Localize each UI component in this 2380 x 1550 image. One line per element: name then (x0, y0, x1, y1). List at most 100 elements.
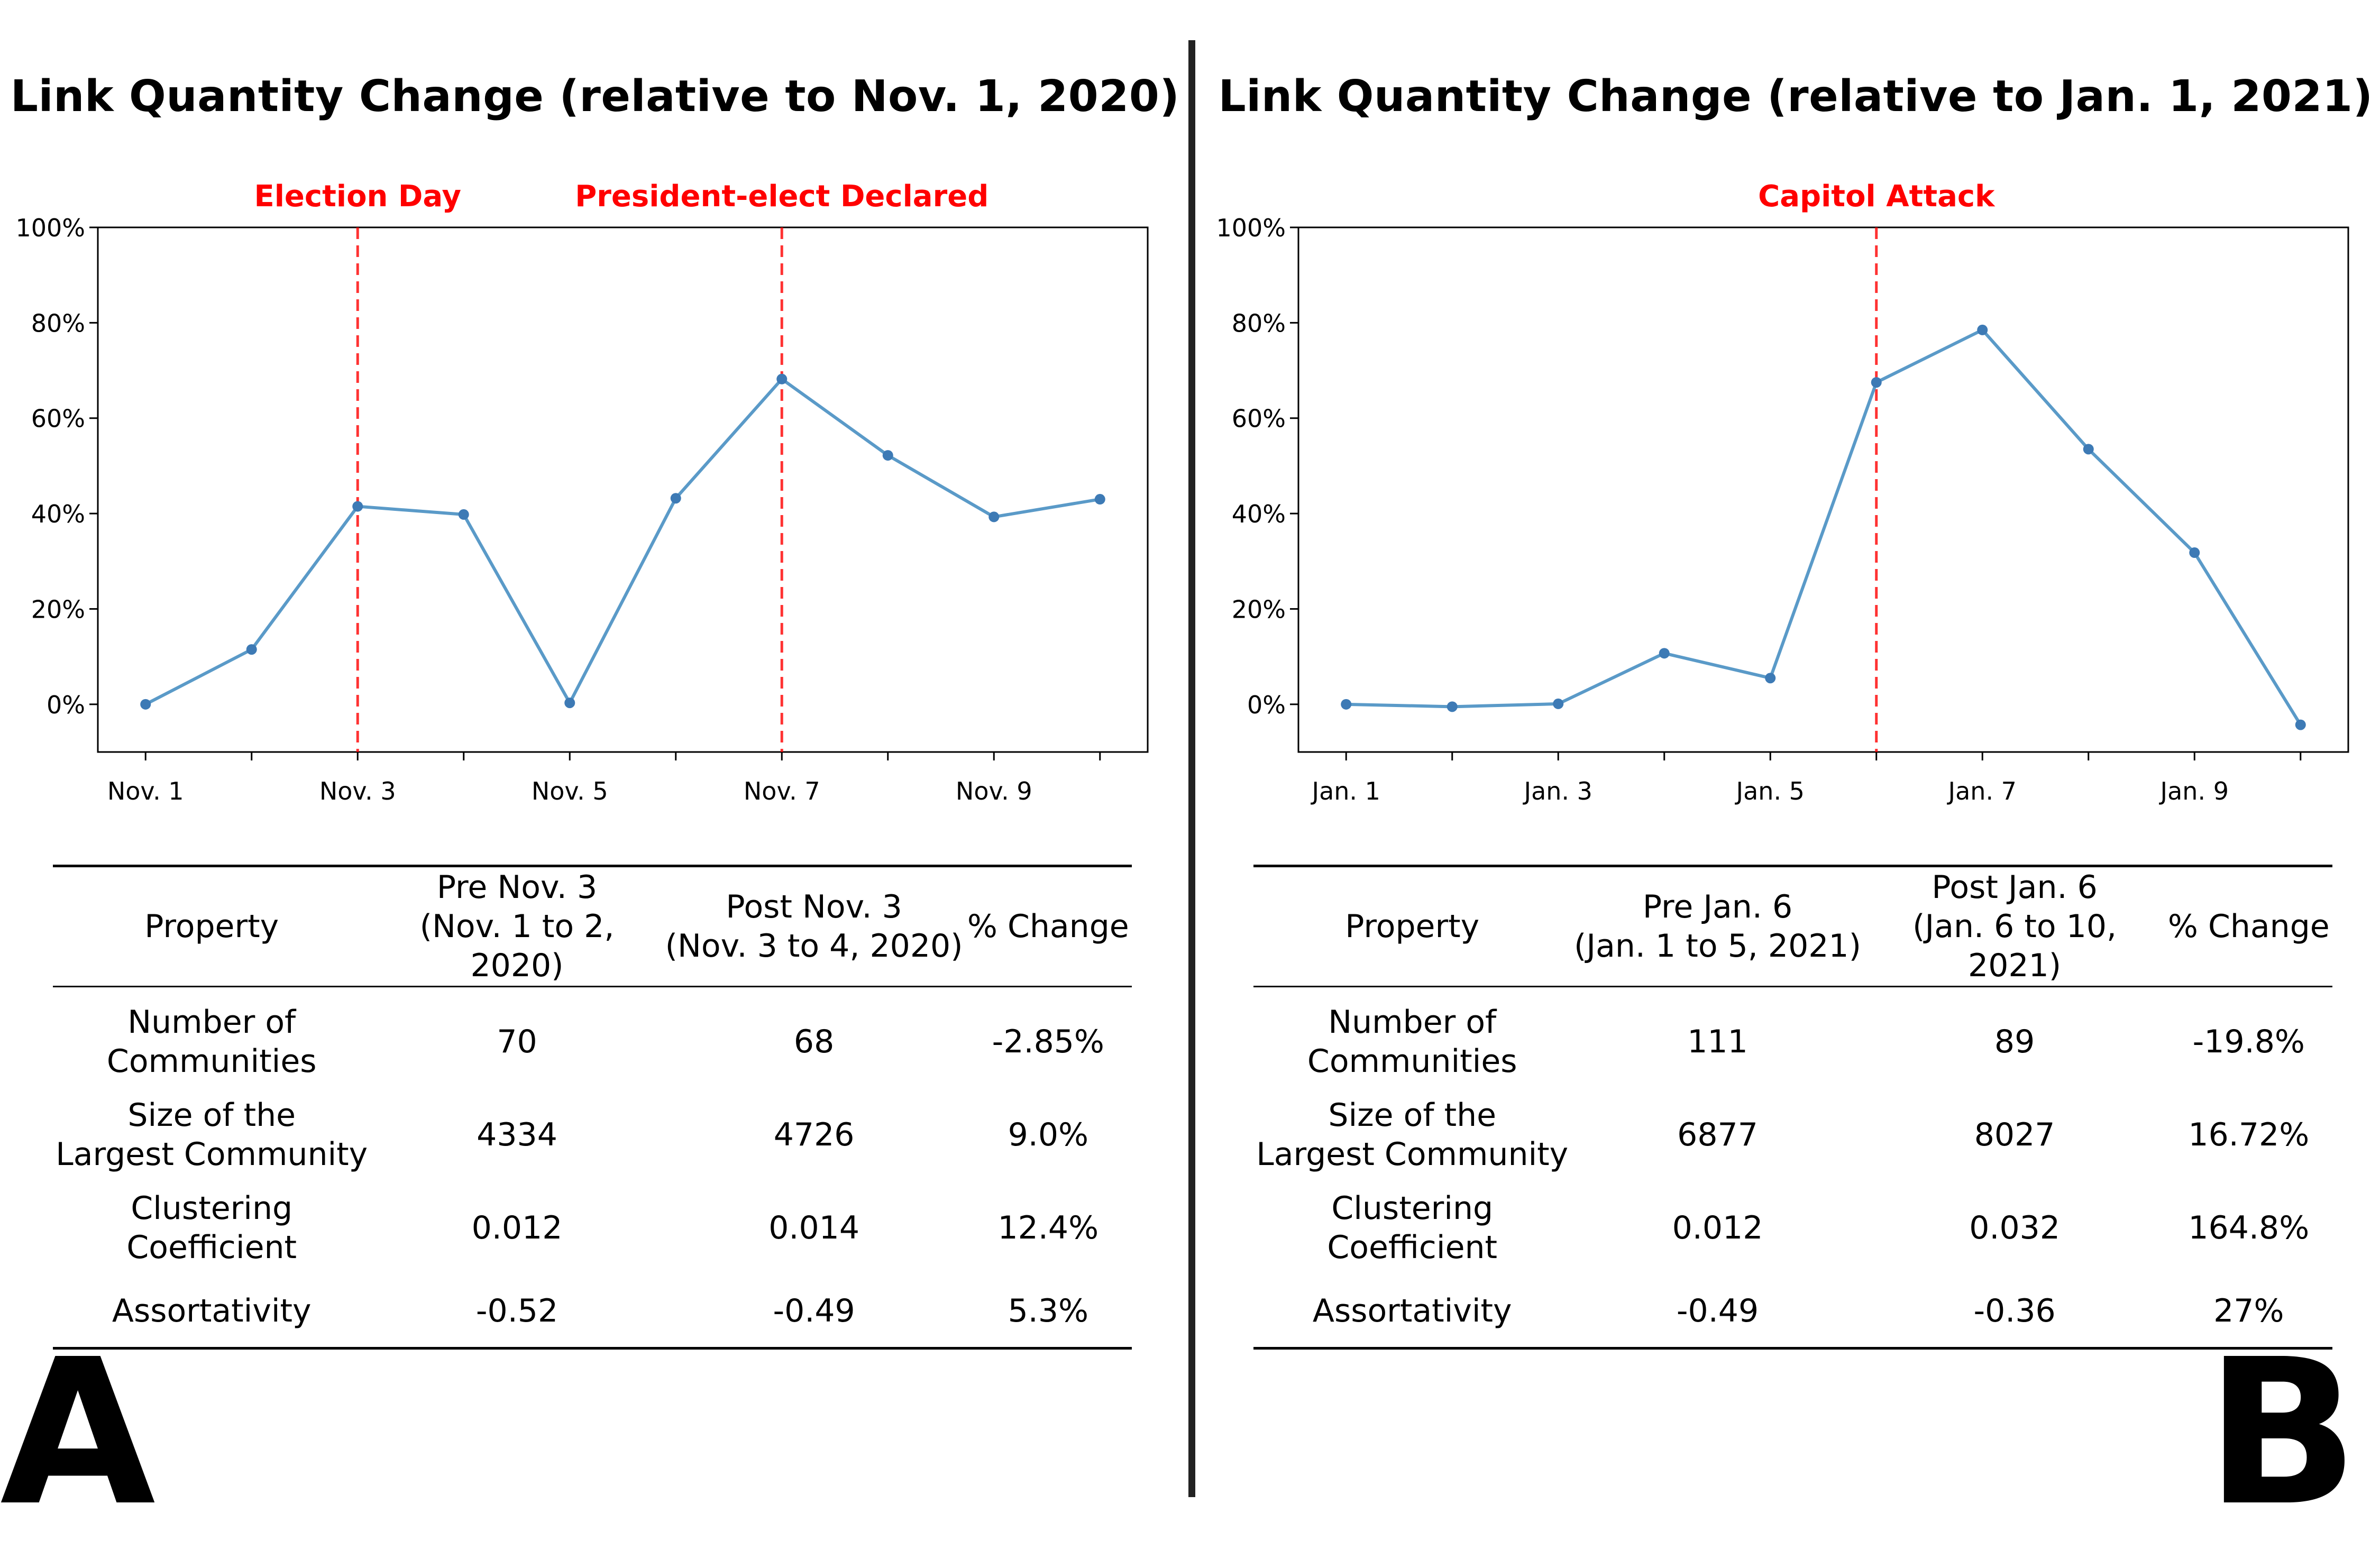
property-line2: Communities (106, 1043, 317, 1080)
x-tick-label: Nov. 9 (956, 777, 1032, 805)
data-point (882, 450, 893, 461)
data-point (1765, 673, 1776, 684)
row-post: -0.36 (1973, 1292, 2056, 1329)
header-pre-line2: (Jan. 1 to 5, 2021) (1574, 928, 1862, 965)
panel-label-b: B (2205, 1316, 2359, 1550)
line-chart-b: 0% 20% 40% 60% 80% 100% Jan. 1 Jan. 3 Jan. 5 Jan.… (1216, 179, 2349, 805)
panel-a: Link Quantity Change (relative to Nov. 1… (0, 0, 1190, 1536)
row-change: 9.0% (1008, 1116, 1089, 1153)
data-point (564, 698, 575, 709)
stats-table-b: Property Pre Jan. 6 (Jan. 1 to 5, 2021) … (1253, 865, 2332, 1350)
row-change: 27% (2213, 1292, 2284, 1329)
row-pre: 6877 (1677, 1116, 1758, 1153)
row-pre: 111 (1687, 1023, 1748, 1060)
property-line2: Largest Community (56, 1136, 368, 1173)
event-label: President-elect Declared (575, 179, 988, 214)
header-pre: Pre Jan. 6 (Jan. 1 to 5, 2021) (1571, 866, 1864, 987)
data-point (1553, 698, 1564, 709)
row-change: -2.85% (992, 1023, 1104, 1060)
header-pre-line2: (Nov. 1 to 2, 2020) (419, 908, 615, 984)
row-pre: -0.52 (475, 1292, 559, 1329)
row-property: Assortativity (1312, 1292, 1512, 1329)
table-row: Assortativity -0.52 -0.49 5.3% (53, 1274, 1132, 1349)
header-pre: Pre Nov. 3 (Nov. 1 to 2, 2020) (370, 866, 663, 987)
table-row: Size of the Largest Community 6877 8027 … (1253, 1088, 2332, 1181)
property-line2: Coefficient (1327, 1229, 1498, 1266)
header-property: Property (144, 908, 279, 945)
header-post-line1: Post Jan. 6 (1932, 869, 2098, 906)
y-tick-label: 20% (1232, 595, 1286, 623)
row-post: -0.49 (773, 1292, 855, 1329)
data-point (776, 373, 788, 384)
row-property: Number of Communities (53, 987, 370, 1089)
header-change: % Change (2167, 908, 2330, 945)
row-property: Assortativity (112, 1292, 312, 1329)
property-line2: Coefficient (126, 1229, 297, 1266)
table-row: Assortativity -0.49 -0.36 27% (1253, 1274, 2332, 1349)
row-pre: 0.012 (1672, 1209, 1763, 1246)
data-point (670, 493, 681, 504)
data-point (352, 501, 363, 512)
data-point (2083, 444, 2094, 455)
property-line2: Largest Community (1256, 1136, 1569, 1173)
property-line1: Number of (127, 1004, 296, 1041)
event-label: Election Day (254, 179, 461, 214)
x-tick-label: Nov. 1 (107, 777, 184, 805)
row-post: 4726 (773, 1116, 855, 1153)
header-pre-line1: Pre Nov. 3 (436, 869, 598, 906)
row-post: 8027 (1974, 1116, 2055, 1153)
row-change: 12.4% (997, 1209, 1099, 1246)
header-post-line2: (Nov. 3 to 4, 2020) (665, 928, 963, 965)
property-line1: Clustering (131, 1190, 293, 1227)
row-post: 0.032 (1969, 1209, 2060, 1246)
data-point (140, 699, 151, 710)
header-post-line2: (Jan. 6 to 10, 2021) (1912, 908, 2117, 984)
row-change: -19.8% (2192, 1023, 2305, 1060)
property-line1: Clustering (1331, 1190, 1494, 1227)
table-header-row: Property Pre Nov. 3 (Nov. 1 to 2, 2020) … (53, 866, 1132, 987)
y-tick-label: 100% (15, 214, 85, 242)
row-property: Size of the Largest Community (1253, 1088, 1571, 1181)
y-tick-label: 80% (31, 309, 85, 337)
x-tick-label: Nov. 3 (319, 777, 396, 805)
x-tick-label: Jan. 3 (1523, 777, 1592, 805)
data-point (246, 644, 257, 655)
property-line2: Communities (1307, 1043, 1517, 1080)
y-tick-label: 60% (31, 405, 85, 433)
panel-divider (1188, 40, 1195, 1497)
row-post: 0.014 (768, 1209, 859, 1246)
x-tick-label: Jan. 7 (1947, 777, 2017, 805)
data-point (988, 511, 1000, 522)
stats-table-a: Property Pre Nov. 3 (Nov. 1 to 2, 2020) … (53, 865, 1132, 1350)
row-change: 164.8% (2188, 1209, 2310, 1246)
data-point (458, 509, 469, 520)
data-point (1447, 701, 1458, 712)
event-label: Capitol Attack (1758, 179, 1995, 214)
property-line1: Number of (1328, 1004, 1497, 1041)
series-line (144, 377, 1101, 706)
x-tick-label: Jan. 1 (1311, 777, 1380, 805)
row-property: Clustering Coefficient (53, 1181, 370, 1274)
data-point (1094, 494, 1105, 505)
header-property: Property (1345, 908, 1480, 945)
x-tick-label: Nov. 5 (532, 777, 608, 805)
header-post: Post Jan. 6 (Jan. 6 to 10, 2021) (1864, 866, 2165, 987)
row-property: Number of Communities (1253, 987, 1571, 1089)
y-tick-label: 20% (31, 595, 85, 623)
row-property: Size of the Largest Community (53, 1088, 370, 1181)
row-property: Clustering Coefficient (1253, 1181, 1571, 1274)
y-tick-label: 80% (1232, 309, 1286, 337)
x-tick-label: Nov. 7 (744, 777, 820, 805)
data-point (1977, 324, 1988, 335)
x-tick-label: Jan. 9 (2159, 777, 2229, 805)
table-row: Number of Communities 111 89 -19.8% (1253, 987, 2332, 1089)
x-tick-label: Jan. 5 (1735, 777, 1805, 805)
data-point (1871, 377, 1882, 388)
row-post: 89 (1994, 1023, 2035, 1060)
y-tick-label: 0% (47, 691, 85, 719)
row-change: 5.3% (1008, 1292, 1089, 1329)
header-pre-line1: Pre Jan. 6 (1642, 888, 1793, 925)
y-tick-label: 0% (1247, 691, 1286, 719)
panel-label-a: A (0, 1316, 156, 1550)
y-tick-label: 60% (1232, 405, 1286, 433)
